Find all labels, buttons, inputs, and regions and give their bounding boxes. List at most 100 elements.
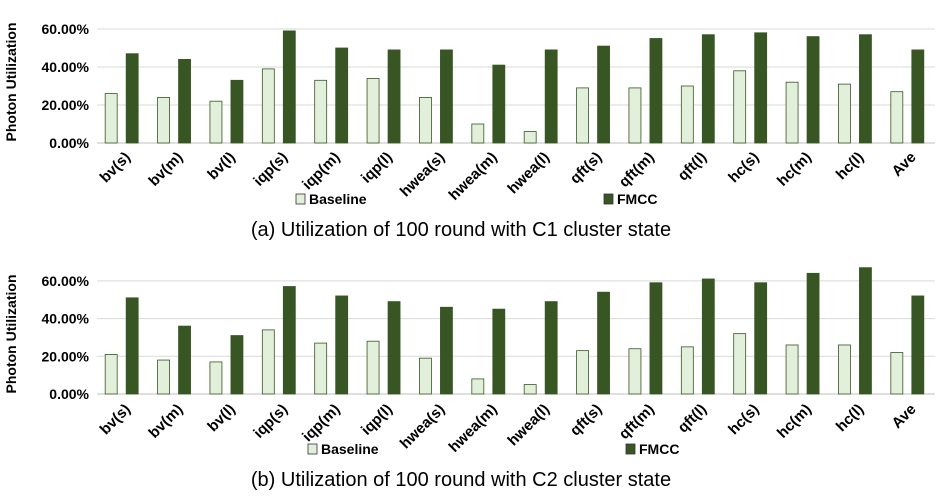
y-tick-label: 20.00% — [42, 97, 90, 113]
x-tick-label: hc(m) — [774, 149, 815, 190]
x-tick-label: hc(s) — [725, 149, 762, 186]
bar-baseline — [785, 81, 799, 144]
bar-fmcc — [754, 282, 768, 395]
bar-baseline — [890, 91, 904, 144]
bar-fmcc — [701, 278, 715, 395]
chart-caption: (b) Utilization of 100 round with C2 clu… — [251, 469, 671, 491]
bar-fmcc — [649, 282, 663, 395]
x-tick-label: hwea(m) — [446, 401, 501, 456]
x-tick-label: bv(m) — [145, 149, 186, 190]
bar-baseline — [419, 97, 432, 144]
x-tick-label: hwea(s) — [397, 401, 449, 453]
x-tick-label: qft(m) — [616, 401, 658, 443]
legend-swatch-fmcc — [625, 443, 636, 455]
bar-fmcc — [440, 49, 453, 144]
bar-baseline — [314, 79, 328, 144]
bar-baseline — [419, 357, 432, 395]
bar-fmcc — [597, 291, 610, 395]
bar-fmcc — [387, 49, 401, 144]
bar-baseline — [628, 87, 642, 144]
bar-baseline — [261, 68, 275, 144]
bar-baseline — [366, 78, 380, 144]
bar-fmcc — [859, 267, 872, 395]
bar-fmcc — [282, 286, 296, 395]
x-tick-label: bv(s) — [97, 401, 134, 438]
bar-fmcc — [649, 38, 663, 144]
bar-fmcc — [178, 325, 191, 395]
bar-fmcc — [492, 64, 506, 144]
y-axis-label: Photon Utilization — [3, 275, 19, 394]
y-tick-label: 40.00% — [42, 311, 90, 327]
y-tick-label: 60.00% — [42, 273, 90, 289]
bar-fmcc — [282, 30, 296, 144]
bar-baseline — [104, 93, 118, 144]
bar-fmcc — [806, 272, 820, 395]
bar-baseline — [838, 83, 851, 144]
bar-baseline — [733, 333, 747, 395]
x-tick-label: hc(m) — [774, 401, 815, 442]
x-tick-label: qft(m) — [616, 149, 658, 191]
bar-baseline — [523, 384, 537, 395]
bar-baseline — [471, 378, 485, 395]
bar-baseline — [785, 344, 799, 395]
bar-fmcc — [230, 335, 244, 395]
x-tick-label: hc(s) — [725, 401, 762, 438]
legend-label-baseline: Baseline — [321, 441, 379, 457]
x-tick-label: hwea(l) — [504, 149, 553, 198]
bar-baseline — [366, 340, 380, 395]
x-tick-label: bv(m) — [145, 401, 186, 442]
bar-fmcc — [911, 49, 925, 144]
bar-fmcc — [387, 301, 401, 395]
bar-baseline — [261, 329, 275, 395]
bar-fmcc — [806, 36, 820, 144]
x-tick-label: iqp(s) — [250, 401, 291, 442]
bar-baseline — [209, 361, 223, 395]
y-tick-label: 40.00% — [42, 59, 90, 75]
legend: Baseline FMCC — [307, 441, 679, 457]
bar-baseline — [157, 359, 170, 395]
bar-baseline — [209, 100, 223, 144]
x-tick-label: bv(s) — [97, 149, 134, 186]
bar-baseline — [680, 85, 694, 144]
x-tick-label: hc(l) — [833, 149, 867, 183]
y-tick-label: 60.00% — [42, 21, 90, 37]
bar-fmcc — [597, 45, 610, 144]
bar-fmcc — [335, 295, 349, 395]
x-tick-label: hwea(s) — [397, 149, 449, 201]
bar-fmcc — [754, 32, 768, 144]
y-tick-label: 20.00% — [42, 348, 90, 364]
bar-baseline — [576, 87, 589, 144]
x-tick-label: qft(l) — [675, 149, 711, 185]
x-tick-label: bv(l) — [204, 401, 238, 435]
legend-label-fmcc: FMCC — [617, 191, 657, 207]
bar-fmcc — [178, 59, 191, 144]
x-tick-label: iqp(l) — [358, 149, 396, 187]
bar-baseline — [838, 344, 851, 395]
x-tick-label: hwea(m) — [446, 149, 501, 204]
bar-fmcc — [701, 34, 715, 144]
legend-swatch-baseline — [307, 443, 318, 455]
x-tick-label: qft(s) — [567, 401, 606, 440]
chart-caption: (a) Utilization of 100 round with C1 clu… — [251, 219, 671, 241]
x-tick-label: hc(l) — [833, 401, 867, 435]
bar-fmcc — [544, 49, 558, 144]
chart-panel-b: 0.00% 20.00% 40.00% 60.00% Photon Utilizatio… — [3, 267, 935, 491]
legend: Baseline FMCC — [295, 191, 657, 207]
bar-fmcc — [492, 308, 506, 395]
x-tick-label: hwea(l) — [504, 401, 553, 450]
chart-panel-a: 0.00% 20.00% 40.00% 60.00% Photon Utilizatio… — [3, 21, 935, 241]
y-tick-label: 0.00% — [49, 135, 89, 151]
x-tick-label: iqp(m) — [299, 401, 343, 445]
bar-fmcc — [230, 79, 244, 144]
bar-baseline — [680, 346, 694, 395]
bar-fmcc — [125, 53, 139, 144]
legend-label-baseline: Baseline — [309, 191, 367, 207]
bar-baseline — [523, 131, 537, 144]
y-axis-label: Photon Utilization — [3, 23, 19, 142]
x-tick-label: Ave — [889, 401, 920, 432]
bar-fmcc — [125, 297, 139, 395]
legend-label-fmcc: FMCC — [639, 441, 679, 457]
bar-baseline — [628, 348, 642, 395]
bar-baseline — [157, 97, 170, 144]
